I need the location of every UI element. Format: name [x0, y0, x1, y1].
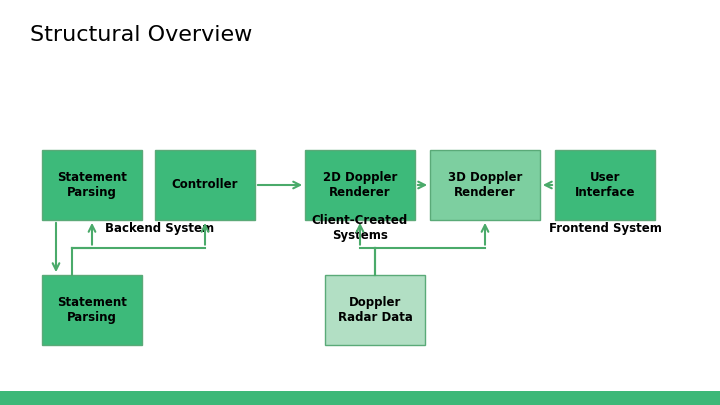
Text: Statement
Parsing: Statement Parsing — [57, 296, 127, 324]
FancyBboxPatch shape — [325, 275, 425, 345]
Text: User
Interface: User Interface — [575, 171, 635, 199]
Bar — [0, 391, 720, 405]
FancyBboxPatch shape — [305, 150, 415, 220]
FancyBboxPatch shape — [430, 150, 540, 220]
Text: Statement
Parsing: Statement Parsing — [57, 171, 127, 199]
Text: 2D Doppler
Renderer: 2D Doppler Renderer — [323, 171, 397, 199]
Text: Frontend System: Frontend System — [549, 222, 662, 235]
Text: 3D Doppler
Renderer: 3D Doppler Renderer — [448, 171, 522, 199]
Text: Controller: Controller — [172, 179, 238, 192]
FancyBboxPatch shape — [555, 150, 655, 220]
Text: Structural Overview: Structural Overview — [30, 25, 253, 45]
FancyBboxPatch shape — [42, 150, 142, 220]
Text: Client-Created
Systems: Client-Created Systems — [312, 214, 408, 242]
FancyBboxPatch shape — [155, 150, 255, 220]
FancyBboxPatch shape — [42, 275, 142, 345]
Text: Doppler
Radar Data: Doppler Radar Data — [338, 296, 413, 324]
Text: Backend System: Backend System — [105, 222, 215, 235]
